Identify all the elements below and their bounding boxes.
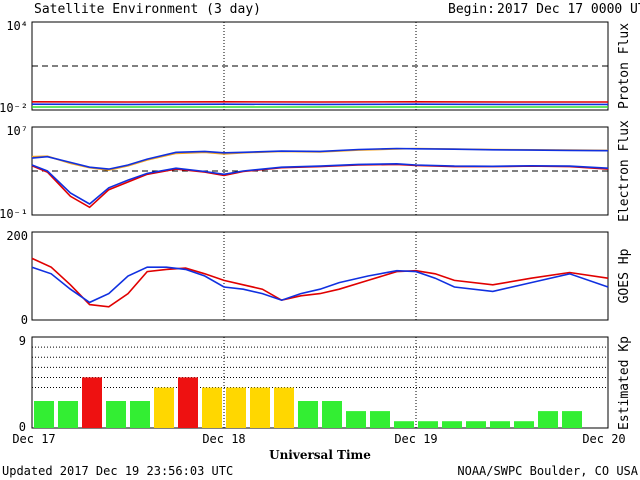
electron-series-line	[31, 162, 609, 205]
chart-marks	[31, 22, 609, 428]
electron-ytick-top: 10⁷	[6, 124, 28, 138]
kp-bar	[466, 421, 486, 428]
electron-ytick-bottom: 10⁻¹	[0, 207, 28, 221]
goes-hp-series-line	[31, 257, 609, 308]
estimated-kp-panel: 9 0 Estimated Kp	[19, 334, 632, 434]
credit-text: NOAA/SWPC Boulder, CO USA	[457, 464, 638, 478]
panel-frame	[31, 126, 609, 216]
electron-series-line	[31, 147, 609, 170]
x-tick-label: Dec 19	[394, 432, 437, 446]
kp-bar	[538, 411, 558, 428]
kp-ytick-bottom: 0	[19, 420, 26, 434]
panel-frame	[31, 336, 609, 429]
panel-frame	[31, 21, 609, 111]
kp-bar	[274, 387, 294, 428]
x-axis-label: Universal Time	[269, 448, 371, 462]
goes-hp-panel: 200 0 GOES Hp	[6, 229, 632, 327]
kp-bar	[82, 377, 102, 428]
kp-bar	[514, 421, 534, 428]
panel-frame	[31, 231, 609, 321]
kp-ytick-top: 9	[19, 334, 26, 348]
kp-bar	[202, 387, 222, 428]
proton-ytick-bottom: 10⁻²	[0, 101, 28, 115]
electron-series-line	[31, 163, 609, 209]
kp-bar	[226, 387, 246, 428]
kp-ylabel: Estimated Kp	[617, 336, 632, 430]
kp-bar	[178, 377, 198, 428]
hp-ytick-bottom: 0	[21, 313, 28, 327]
kp-bar	[154, 387, 174, 428]
x-tick-label: Dec 18	[202, 432, 245, 446]
kp-bar	[346, 411, 366, 428]
kp-bar	[370, 411, 390, 428]
plot-title: Satellite Environment (3 day)	[34, 2, 261, 17]
hp-ylabel: GOES Hp	[617, 248, 632, 303]
proton-ytick-top: 10⁴	[6, 19, 28, 33]
electron-flux-panel: 10⁷ 10⁻¹ Electron Flux	[0, 120, 632, 222]
kp-bar	[250, 387, 270, 428]
updated-timestamp: Updated 2017 Dec 19 23:56:03 UTC	[2, 464, 233, 478]
proton-ylabel: Proton Flux	[617, 23, 632, 109]
begin-label: Begin:	[448, 2, 495, 17]
kp-bar	[490, 421, 510, 428]
kp-bar	[298, 401, 318, 428]
kp-bar	[394, 421, 414, 428]
begin-value: 2017 Dec 17 0000 UTC	[497, 2, 640, 17]
kp-bar	[106, 401, 126, 428]
kp-bar	[442, 421, 462, 428]
x-tick-label: Dec 20	[582, 432, 625, 446]
kp-bar	[34, 401, 54, 428]
electron-ylabel: Electron Flux	[617, 120, 632, 222]
hp-ytick-top: 200	[6, 229, 28, 243]
goes-hp-series-line	[31, 266, 609, 304]
kp-bar	[58, 401, 78, 428]
kp-bar	[418, 421, 438, 428]
x-tick-label: Dec 17	[12, 432, 55, 446]
proton-flux-panel: 10⁴ 10⁻² Proton Flux	[0, 19, 632, 115]
kp-bar	[130, 401, 150, 428]
kp-bar	[562, 411, 582, 428]
kp-bar	[322, 401, 342, 428]
